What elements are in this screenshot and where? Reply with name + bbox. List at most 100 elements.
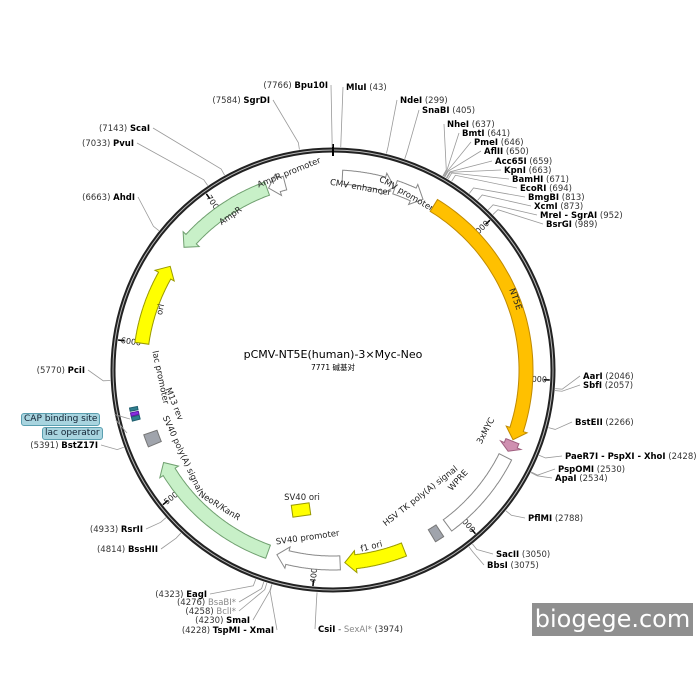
site-name: BstZ17I bbox=[61, 441, 98, 451]
tick-mark bbox=[117, 339, 125, 342]
site-label[interactable]: (7766) Bpu10I bbox=[263, 81, 328, 91]
site-label[interactable]: (5770) PciI bbox=[37, 366, 85, 376]
site-leader-line bbox=[87, 369, 111, 382]
site-name: TspMI - XmaI bbox=[213, 626, 274, 636]
site-label[interactable]: AflII (650) bbox=[484, 147, 529, 157]
site-position: (2428) bbox=[666, 452, 697, 462]
site-leader-line bbox=[477, 194, 532, 207]
site-label[interactable]: SacII (3050) bbox=[496, 550, 550, 560]
feature-ampr-promoter[interactable] bbox=[267, 172, 288, 197]
site-leader-line bbox=[238, 581, 265, 603]
site-label[interactable]: NheI (637) bbox=[447, 120, 495, 130]
site-label[interactable]: PmeI (646) bbox=[474, 138, 524, 148]
site-label[interactable]: (4228) TspMI - XmaI bbox=[182, 626, 274, 636]
site-name: XcmI bbox=[534, 202, 558, 212]
site-name: BbsI bbox=[487, 561, 508, 571]
site-position: (671) bbox=[543, 175, 569, 185]
site-name: BmtI bbox=[462, 129, 485, 139]
feature-f1-ori[interactable] bbox=[344, 542, 408, 574]
site-name: PciI bbox=[68, 366, 85, 376]
feature-sv40-ori[interactable] bbox=[290, 502, 312, 518]
plasmid-length: 7771 碱基对 bbox=[311, 362, 355, 372]
site-label[interactable]: XcmI (873) bbox=[534, 202, 583, 212]
site-label[interactable]: (6663) AhdI bbox=[82, 193, 135, 203]
feature-ampr[interactable] bbox=[182, 181, 271, 248]
feature-sv40-poly-a-signal[interactable] bbox=[143, 429, 162, 448]
site-label[interactable]: (4814) BssHII bbox=[97, 545, 158, 555]
site-label[interactable]: BstEII (2266) bbox=[575, 418, 634, 428]
site-name: BssHII bbox=[128, 545, 158, 555]
site-position: (2788) bbox=[552, 514, 583, 524]
site-position: (5391) bbox=[30, 441, 61, 451]
site-position: (4933) bbox=[90, 525, 121, 535]
site-name: BstEII bbox=[575, 418, 603, 428]
site-label[interactable]: (4258) BclI* bbox=[185, 607, 236, 617]
site-label[interactable]: MreI - SgrAI (952) bbox=[540, 211, 623, 221]
site-label[interactable]: (4276) BsaBI* bbox=[177, 598, 236, 608]
box-leader-line bbox=[115, 419, 128, 434]
site-label[interactable]: (4323) EagI bbox=[155, 590, 207, 600]
site-name: NheI bbox=[447, 120, 469, 130]
feature-cmv-enhancer[interactable] bbox=[341, 169, 395, 196]
feature-label-sv40-ori: SV40 ori bbox=[284, 493, 320, 503]
site-position: (873) bbox=[558, 202, 584, 212]
site-position: (2046) bbox=[603, 372, 634, 382]
site-position: (2534) bbox=[577, 474, 608, 484]
site-name: PaeR7I - PspXI - XhoI bbox=[565, 452, 666, 462]
site-label[interactable]: ApaI (2534) bbox=[555, 474, 608, 484]
site-position: (4276) bbox=[177, 598, 208, 608]
site-name: EcoRI bbox=[520, 184, 546, 194]
feature-sv40-promoter[interactable] bbox=[276, 545, 341, 571]
site-name: SnaBI bbox=[422, 106, 450, 116]
site-label[interactable]: (7584) SgrDI bbox=[212, 96, 270, 106]
site-name: SgrDI bbox=[243, 96, 270, 106]
site-label[interactable]: SnaBI (405) bbox=[422, 106, 475, 116]
site-position: (2057) bbox=[602, 381, 633, 391]
site-label[interactable]: EcoRI (694) bbox=[520, 184, 572, 194]
feature-nt5e[interactable] bbox=[429, 198, 534, 441]
cap-binding-site-label: CAP binding site bbox=[21, 413, 101, 426]
site-position: (7766) bbox=[263, 81, 294, 91]
site-label[interactable]: MluI (43) bbox=[346, 83, 387, 93]
site-label[interactable]: BmtI (641) bbox=[462, 129, 510, 139]
site-label[interactable]: Acc65I (659) bbox=[495, 157, 552, 167]
site-label[interactable]: (5391) BstZ17I bbox=[30, 441, 98, 451]
site-position: (7584) bbox=[212, 96, 243, 106]
site-name: KpnI bbox=[504, 166, 526, 176]
site-label[interactable]: PspOMI (2530) bbox=[558, 465, 625, 475]
feature-3xmyc[interactable] bbox=[499, 437, 523, 452]
feature-m13-rev[interactable] bbox=[130, 414, 141, 422]
feature-hsv-tk-poly-a-signal[interactable] bbox=[427, 524, 445, 543]
feature-lac-operator[interactable] bbox=[130, 410, 140, 417]
feature-wpre[interactable] bbox=[442, 453, 513, 532]
site-label[interactable]: (7143) ScaI bbox=[99, 124, 150, 134]
site-name: BamHI bbox=[512, 175, 543, 185]
site-label[interactable]: (7033) PvuI bbox=[82, 139, 134, 149]
site-label[interactable]: SbfI (2057) bbox=[583, 381, 633, 391]
site-label[interactable]: BsrGI (989) bbox=[546, 220, 597, 230]
site-label[interactable]: PflMI (2788) bbox=[528, 514, 583, 524]
feature-cmv-promoter[interactable] bbox=[392, 179, 424, 206]
feature-cap-binding-site[interactable] bbox=[129, 405, 139, 412]
site-position: (659) bbox=[527, 157, 553, 167]
site-name: RsrII bbox=[121, 525, 143, 535]
site-label[interactable]: PaeR7I - PspXI - XhoI (2428) bbox=[565, 452, 697, 462]
site-leader-line bbox=[238, 582, 268, 612]
site-label[interactable]: (4230) SmaI bbox=[195, 616, 250, 626]
site-leader-line bbox=[555, 375, 581, 390]
site-leader-line bbox=[160, 532, 182, 550]
site-label[interactable]: CsiI - SexAI* (3974) bbox=[318, 625, 403, 635]
site-name: ApaI bbox=[555, 474, 577, 484]
feature-ori[interactable] bbox=[134, 265, 175, 345]
site-label[interactable]: (4933) RsrII bbox=[90, 525, 143, 535]
feature-neor-kanr[interactable] bbox=[159, 461, 272, 559]
site-label[interactable]: KpnI (663) bbox=[504, 166, 551, 176]
site-label[interactable]: BamHI (671) bbox=[512, 175, 569, 185]
site-leader-line bbox=[272, 99, 300, 150]
site-label[interactable]: AarI (2046) bbox=[583, 372, 634, 382]
site-label[interactable]: NdeI (299) bbox=[400, 96, 448, 106]
site-label[interactable]: BmgBI (813) bbox=[528, 193, 585, 203]
site-leader-line bbox=[447, 172, 510, 180]
site-label[interactable]: BbsI (3075) bbox=[487, 561, 539, 571]
